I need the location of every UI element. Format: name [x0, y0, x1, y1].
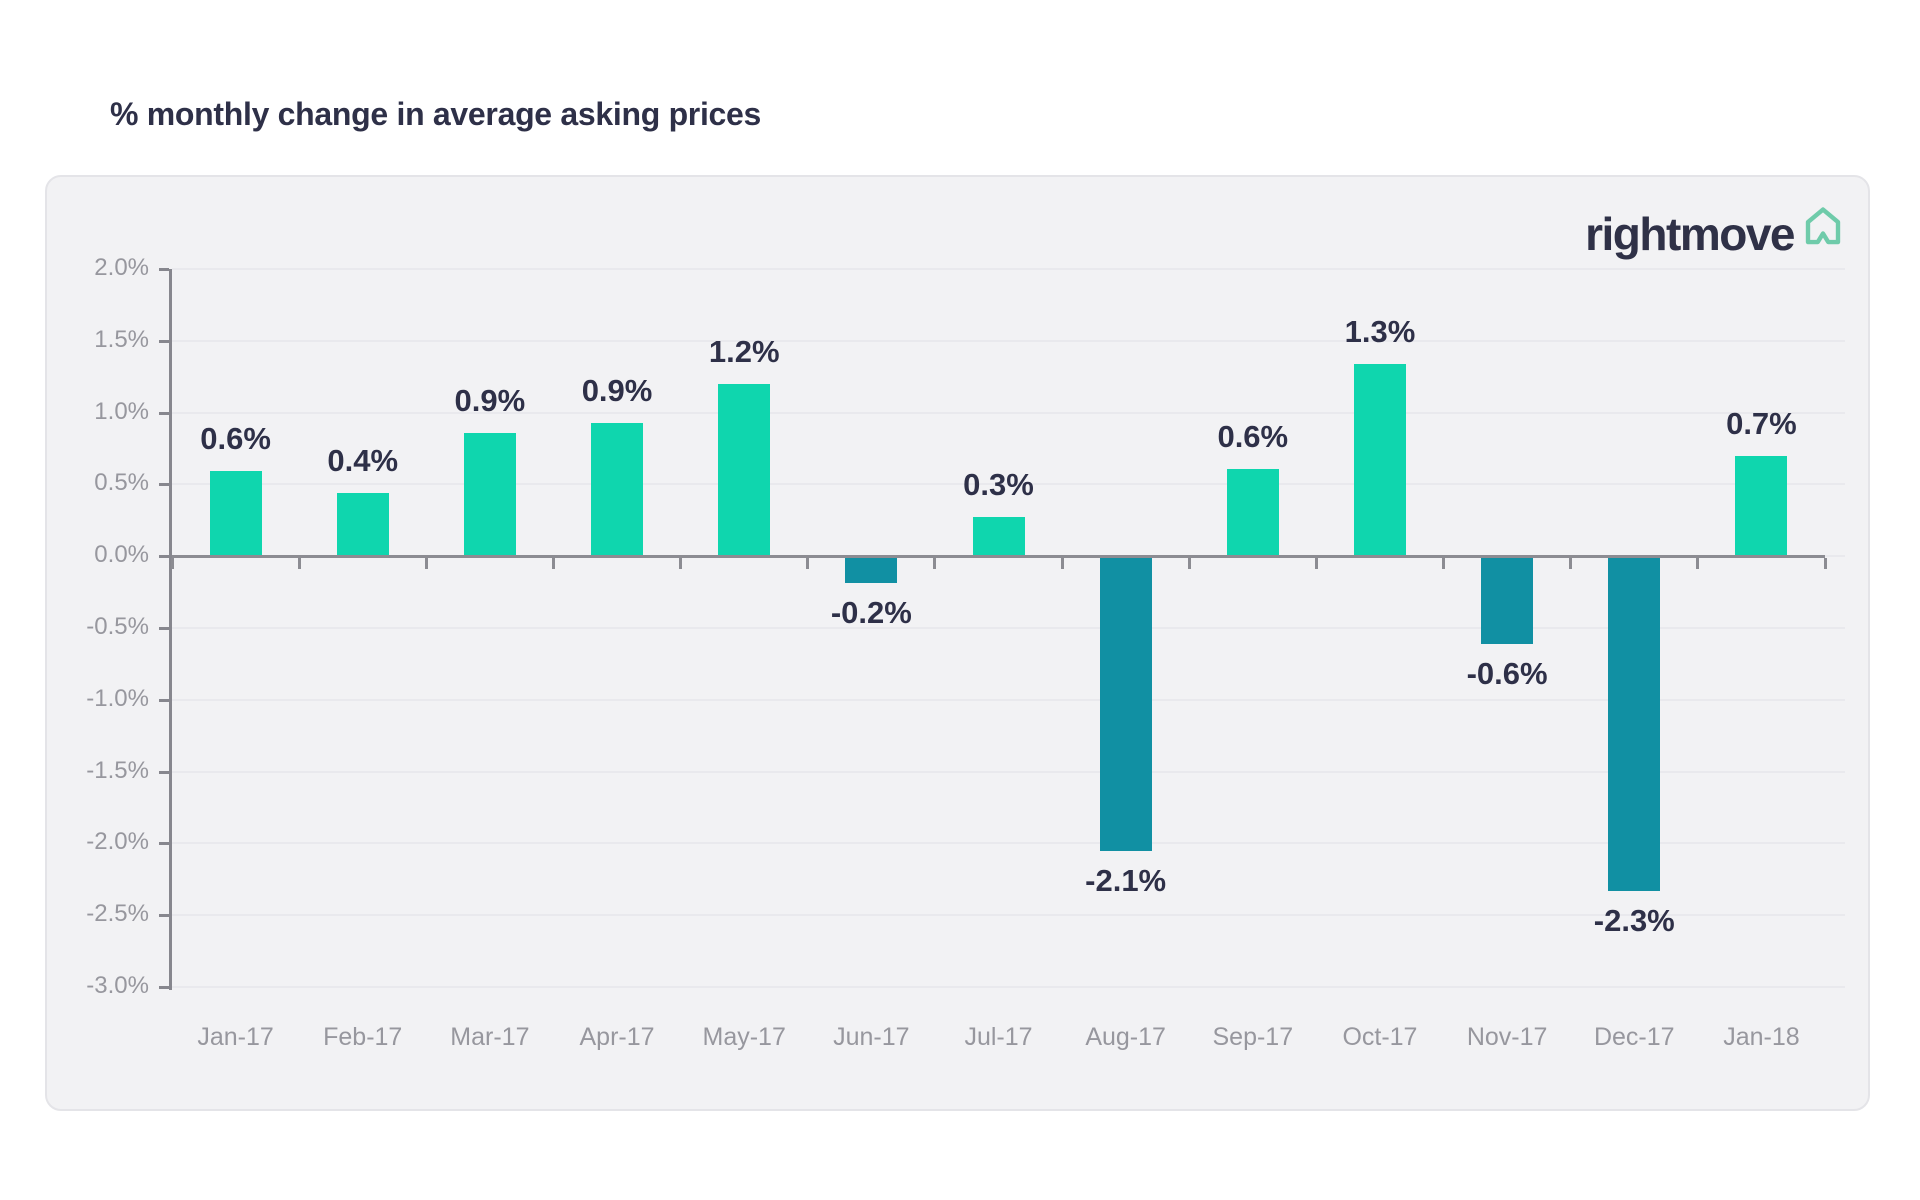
bar — [1353, 363, 1406, 557]
y-tick-label: -0.5% — [86, 613, 149, 640]
x-axis-tick — [806, 558, 810, 570]
x-tick-label: Jan-17 — [197, 1023, 274, 1051]
y-tick-label: -2.5% — [86, 900, 149, 928]
bar — [1099, 556, 1152, 851]
bar — [845, 556, 898, 584]
x-axis-tick — [1696, 558, 1700, 570]
y-axis-tick — [159, 339, 169, 343]
bar — [1608, 556, 1661, 891]
x-axis-tick — [551, 558, 555, 570]
bar-value-label: -2.3% — [1593, 902, 1675, 938]
home-icon — [1805, 207, 1841, 245]
x-tick-label: Mar-17 — [450, 1023, 530, 1051]
y-axis-tick — [159, 770, 169, 774]
x-tick-label: Apr-17 — [579, 1023, 655, 1051]
bar — [209, 471, 262, 557]
bar — [336, 493, 389, 557]
gridline — [172, 268, 1845, 270]
bar — [1226, 468, 1279, 557]
x-tick-label: Oct-17 — [1342, 1023, 1418, 1051]
bar-value-label: 0.9% — [454, 382, 526, 418]
gridline — [172, 411, 1845, 414]
y-tick-label: 0.0% — [94, 541, 149, 569]
bar — [1735, 455, 1788, 557]
bar-value-label: 0.3% — [963, 467, 1034, 503]
bar-chart: 2.0% 1.5% 1.0% 0.5% 0.0% -0.5% -1.0% -1.5% -2.0%… — [86, 254, 1845, 1051]
x-axis-tick — [1314, 558, 1318, 570]
y-tick-label: 0.5% — [94, 469, 149, 497]
bar-value-label: 0.7% — [1726, 405, 1797, 441]
x-axis-tick — [424, 558, 428, 570]
gridline — [172, 339, 1845, 342]
chart-card: rightmove 2.0% 1.5% 1.0% 0.5% 0.0% -0.5% -1.0%… — [45, 175, 1870, 1111]
x-tick-label: Jan-18 — [1723, 1023, 1800, 1051]
bar-value-label: 0.9% — [581, 372, 653, 408]
brand-logo-text: rightmove — [1585, 208, 1795, 260]
x-axis-tick — [1060, 558, 1064, 570]
y-tick-label: 1.5% — [94, 325, 149, 353]
x-tick-label: Nov-17 — [1466, 1023, 1548, 1051]
gridline — [172, 698, 1845, 701]
y-axis-tick — [159, 986, 169, 989]
x-tick-label: May-17 — [702, 1023, 786, 1051]
x-axis-tick — [1442, 558, 1446, 570]
x-axis-zero-line — [172, 555, 1825, 559]
y-axis-tick — [159, 555, 169, 559]
y-tick-label: 2.0% — [94, 254, 149, 281]
x-axis-tick — [170, 558, 174, 570]
x-axis-tick — [297, 558, 301, 570]
y-axis-tick — [159, 268, 169, 271]
gridline — [172, 770, 1845, 773]
y-tick-label: 1.0% — [94, 397, 149, 425]
x-tick-label: Dec-17 — [1593, 1023, 1675, 1051]
x-tick-label: Feb-17 — [323, 1023, 403, 1051]
bar-value-label: 0.4% — [327, 443, 399, 479]
x-tick-label: Sep-17 — [1212, 1023, 1294, 1051]
y-axis-tick — [159, 914, 169, 918]
page-title: % monthly change in average asking price… — [110, 96, 762, 132]
bar — [463, 432, 516, 557]
y-tick-label: -1.5% — [86, 756, 149, 784]
bar-value-label: 0.6% — [200, 421, 271, 457]
x-axis-tick — [1569, 558, 1573, 570]
bar — [718, 383, 771, 557]
bar-value-label: -0.2% — [830, 595, 912, 631]
gridline — [172, 627, 1845, 629]
x-tick-label: Jun-17 — [833, 1023, 910, 1051]
y-tick-label: -1.0% — [86, 684, 149, 712]
brand-logo: rightmove — [1585, 201, 1848, 257]
x-tick-label: Aug-17 — [1085, 1023, 1166, 1051]
gridline — [172, 483, 1845, 486]
x-tick-label: Jul-17 — [964, 1023, 1033, 1051]
x-axis-tick — [1823, 558, 1827, 570]
y-axis-tick — [159, 698, 169, 702]
gridline — [172, 842, 1845, 845]
bar-value-label: 0.6% — [1217, 418, 1289, 454]
y-axis-tick — [159, 842, 169, 846]
y-axis-tick — [159, 411, 169, 415]
bar-value-label: 1.2% — [708, 333, 780, 369]
x-axis-tick — [679, 558, 683, 570]
bar — [591, 422, 644, 557]
x-axis-tick — [1187, 558, 1191, 570]
bar-value-label: 1.3% — [1344, 313, 1416, 349]
x-axis-tick — [933, 558, 937, 570]
bar — [972, 517, 1025, 557]
bar-value-label: -2.1% — [1085, 862, 1167, 898]
y-axis-tick — [159, 627, 169, 630]
bar-value-label: -0.6% — [1466, 655, 1548, 691]
y-tick-label: -3.0% — [86, 972, 149, 999]
bar — [1481, 556, 1534, 644]
gridline — [172, 986, 1845, 988]
y-axis-tick — [159, 483, 169, 487]
gridline — [172, 914, 1845, 917]
y-axis-line — [169, 269, 172, 990]
y-tick-label: -2.0% — [86, 828, 149, 856]
